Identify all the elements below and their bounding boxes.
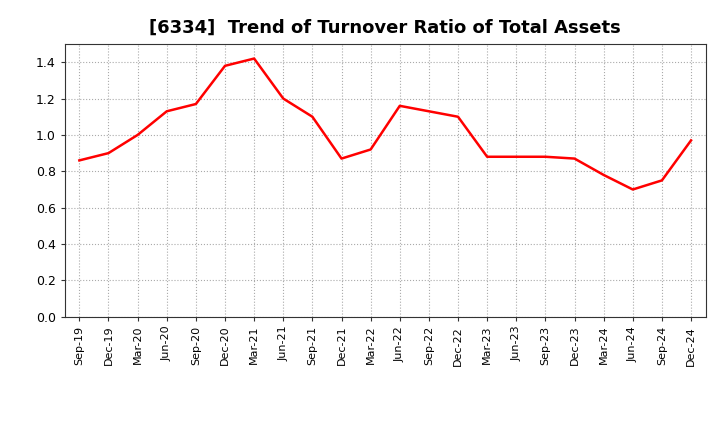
- Title: [6334]  Trend of Turnover Ratio of Total Assets: [6334] Trend of Turnover Ratio of Total …: [149, 19, 621, 37]
